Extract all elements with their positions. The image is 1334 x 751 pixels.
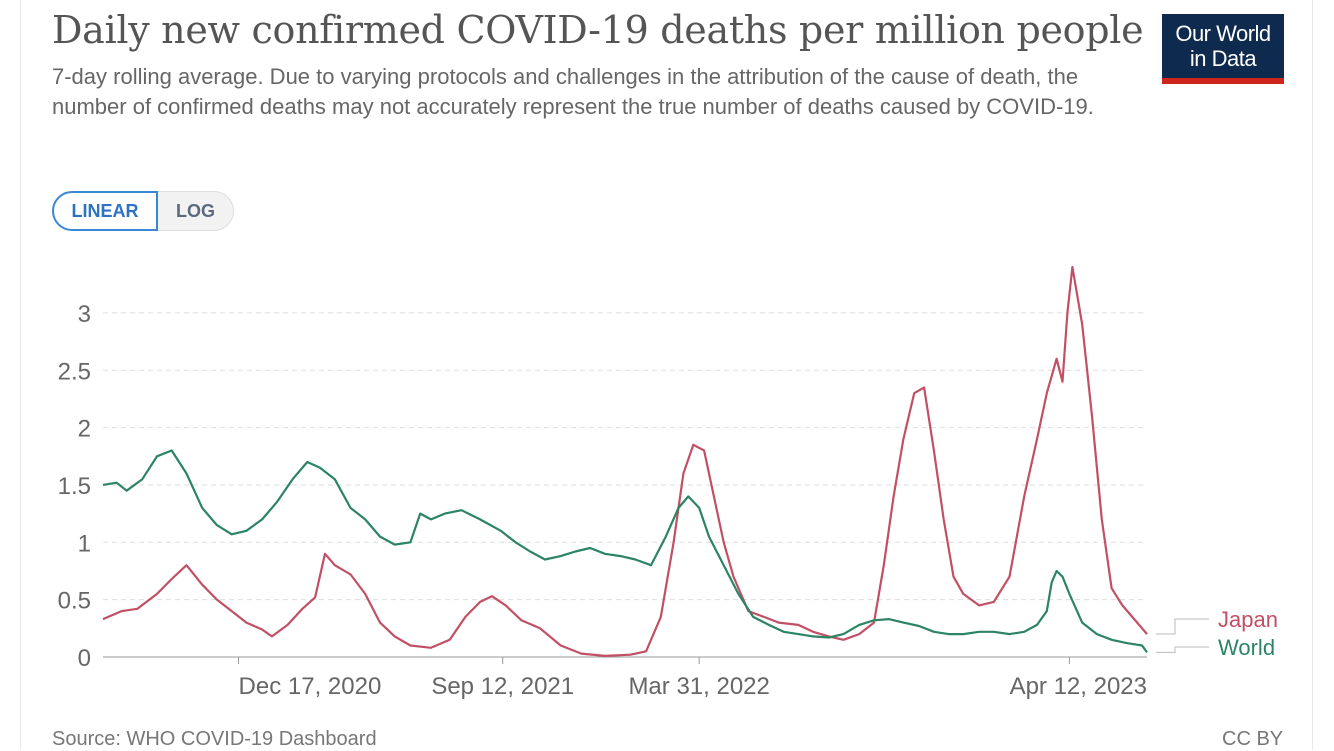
y-tick-label: 2	[78, 416, 91, 443]
license-note[interactable]: CC BY	[1222, 728, 1284, 750]
y-tick-label: 3	[78, 301, 91, 328]
x-tick-label: Sep 12, 2021	[431, 673, 574, 700]
series-layer	[102, 265, 1148, 657]
legend-connector	[1156, 646, 1209, 653]
chart-subtitle: 7-day rolling average. Due to varying pr…	[52, 64, 1094, 119]
grid-layer	[103, 312, 1147, 658]
legend-label-world: World	[1218, 635, 1275, 660]
series-line-world	[102, 449, 1148, 654]
source-note[interactable]: Source: WHO COVID-19 Dashboard	[52, 728, 377, 750]
x-axis: Dec 17, 2020 Sep 12, 2021 Mar 31, 2022 Apr …	[238, 657, 1147, 700]
chart-title: Daily new confirmed COVID-19 deaths per …	[52, 8, 1144, 52]
x-tick-label: Apr 12, 2023	[1010, 673, 1147, 700]
right-border	[1312, 0, 1313, 750]
y-tick-label: 2.5	[58, 358, 91, 385]
y-tick-label: 1.5	[58, 473, 91, 500]
y-tick-label: 0.5	[58, 588, 91, 615]
log-scale-button[interactable]: LOG	[158, 191, 234, 231]
scale-toggle: LINEAR LOG	[52, 191, 234, 231]
linear-scale-button[interactable]: LINEAR	[52, 191, 158, 231]
y-axis: 0 0.5 1 1.5 2 2.5 3	[58, 301, 91, 672]
owid-logo[interactable]: Our World in Data	[1162, 14, 1284, 84]
y-tick-label: 1	[78, 530, 91, 557]
left-border	[20, 0, 21, 750]
x-tick-label: Mar 31, 2022	[628, 673, 769, 700]
legend-connector	[1156, 618, 1209, 635]
legend: Japan World	[1156, 607, 1278, 660]
y-tick-label: 0	[78, 645, 91, 672]
logo-line-1: Our World	[1175, 21, 1271, 46]
logo-line-2: in Data	[1189, 46, 1257, 71]
legend-label-japan: Japan	[1218, 607, 1278, 632]
x-tick-label: Dec 17, 2020	[239, 673, 382, 700]
series-line-japan	[102, 265, 1148, 657]
